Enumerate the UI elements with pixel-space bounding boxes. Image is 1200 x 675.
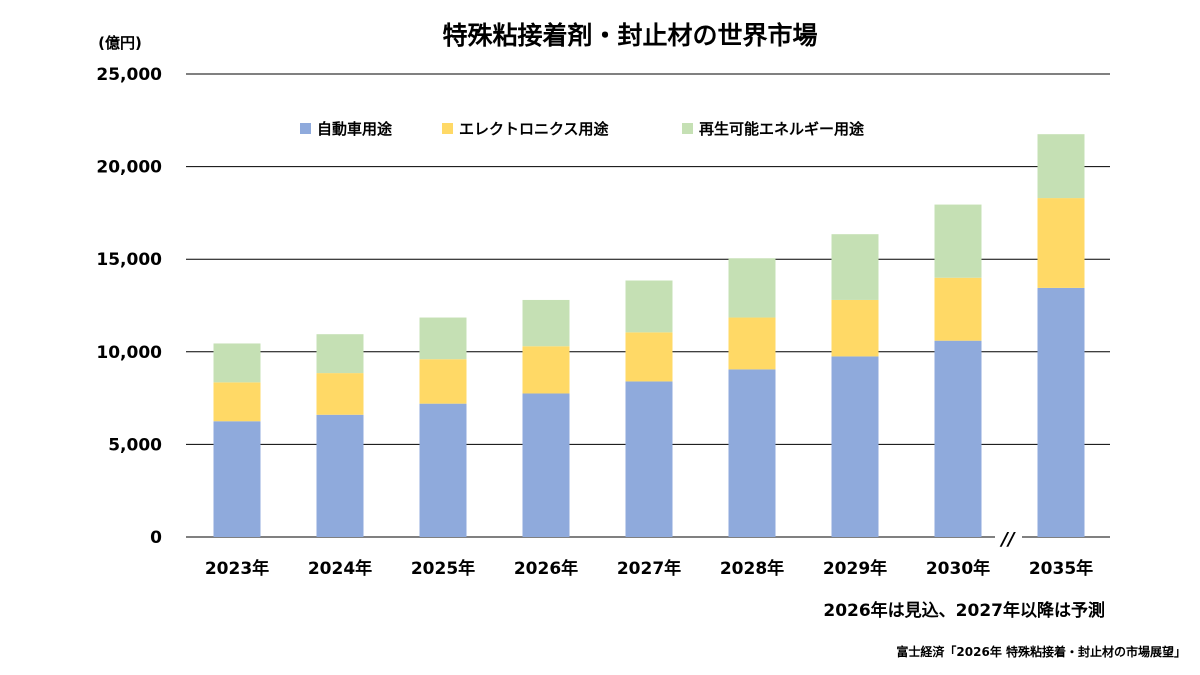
- forecast-note: 2026年は見込、2027年以降は予測: [823, 600, 1105, 621]
- bar-segment: [1037, 198, 1085, 288]
- bar-segment: [522, 346, 570, 394]
- bar-segment: [522, 393, 570, 537]
- bar-segment: [831, 234, 879, 300]
- y-tick-label: 25,000: [96, 65, 162, 85]
- legend-swatch: [442, 123, 453, 134]
- bar-segment: [934, 277, 982, 341]
- axis-break-mark: //: [999, 529, 1016, 550]
- legend-swatch: [682, 123, 693, 134]
- y-tick-label: 5,000: [108, 435, 162, 455]
- bar-segment: [728, 317, 776, 370]
- bar-segment: [522, 299, 570, 347]
- bar-segment: [625, 332, 673, 382]
- legend-label: エレクトロニクス用途: [459, 120, 610, 138]
- chart-title: 特殊粘接着剤・封止材の世界市場: [442, 21, 817, 50]
- bar-segment: [728, 258, 776, 318]
- bar-segment: [213, 421, 261, 537]
- y-tick-label: 20,000: [96, 158, 162, 178]
- bar-segment: [213, 343, 261, 383]
- bar-segment: [419, 403, 467, 537]
- bar-segment: [213, 382, 261, 422]
- x-category-label: 2023年: [205, 558, 269, 579]
- y-axis-unit-label: (億円): [98, 34, 142, 52]
- legend-swatch: [300, 123, 311, 134]
- y-tick-label: 0: [150, 528, 162, 548]
- y-tick-label: 10,000: [96, 343, 162, 363]
- source-credit: 富士経済「2026年 特殊粘接着・封止材の市場展望」: [896, 644, 1186, 659]
- x-category-label: 2025年: [411, 558, 475, 579]
- bar-segment: [625, 381, 673, 537]
- bar-segment: [934, 340, 982, 537]
- bar-segment: [1037, 134, 1085, 199]
- bar-segment: [316, 414, 364, 537]
- legend-label: 再生可能エネルギー用途: [699, 120, 865, 138]
- y-axis-tick-labels: 0 5,000 10,000 15,000 20,000 25,000: [96, 65, 162, 548]
- bar-segment: [419, 359, 467, 404]
- x-category-label: 2030年: [926, 558, 990, 579]
- bar-segment: [728, 369, 776, 537]
- bar-segment: [1037, 287, 1085, 537]
- bar-segment: [625, 280, 673, 333]
- x-category-label: 2024年: [308, 558, 372, 579]
- bar-segment: [316, 334, 364, 374]
- bar-segment: [934, 204, 982, 278]
- x-category-label: 2035年: [1029, 558, 1093, 579]
- bar-segment: [831, 299, 879, 357]
- x-category-label: 2029年: [823, 558, 887, 579]
- legend-label: 自動車用途: [317, 120, 393, 138]
- x-category-label: 2027年: [617, 558, 681, 579]
- legend: 自動車用途 エレクトロニクス用途 再生可能エネルギー用途: [300, 120, 865, 138]
- x-category-label: 2028年: [720, 558, 784, 579]
- y-tick-label: 15,000: [96, 250, 162, 270]
- x-axis-category-labels: 2023年 2024年 2025年 2026年 2027年 2028年 2029年 2030年…: [205, 558, 1093, 579]
- x-category-label: 2026年: [514, 558, 578, 579]
- bars: [213, 134, 1085, 537]
- bar-segment: [831, 356, 879, 537]
- bar-segment: [419, 317, 467, 360]
- bar-segment: [316, 373, 364, 415]
